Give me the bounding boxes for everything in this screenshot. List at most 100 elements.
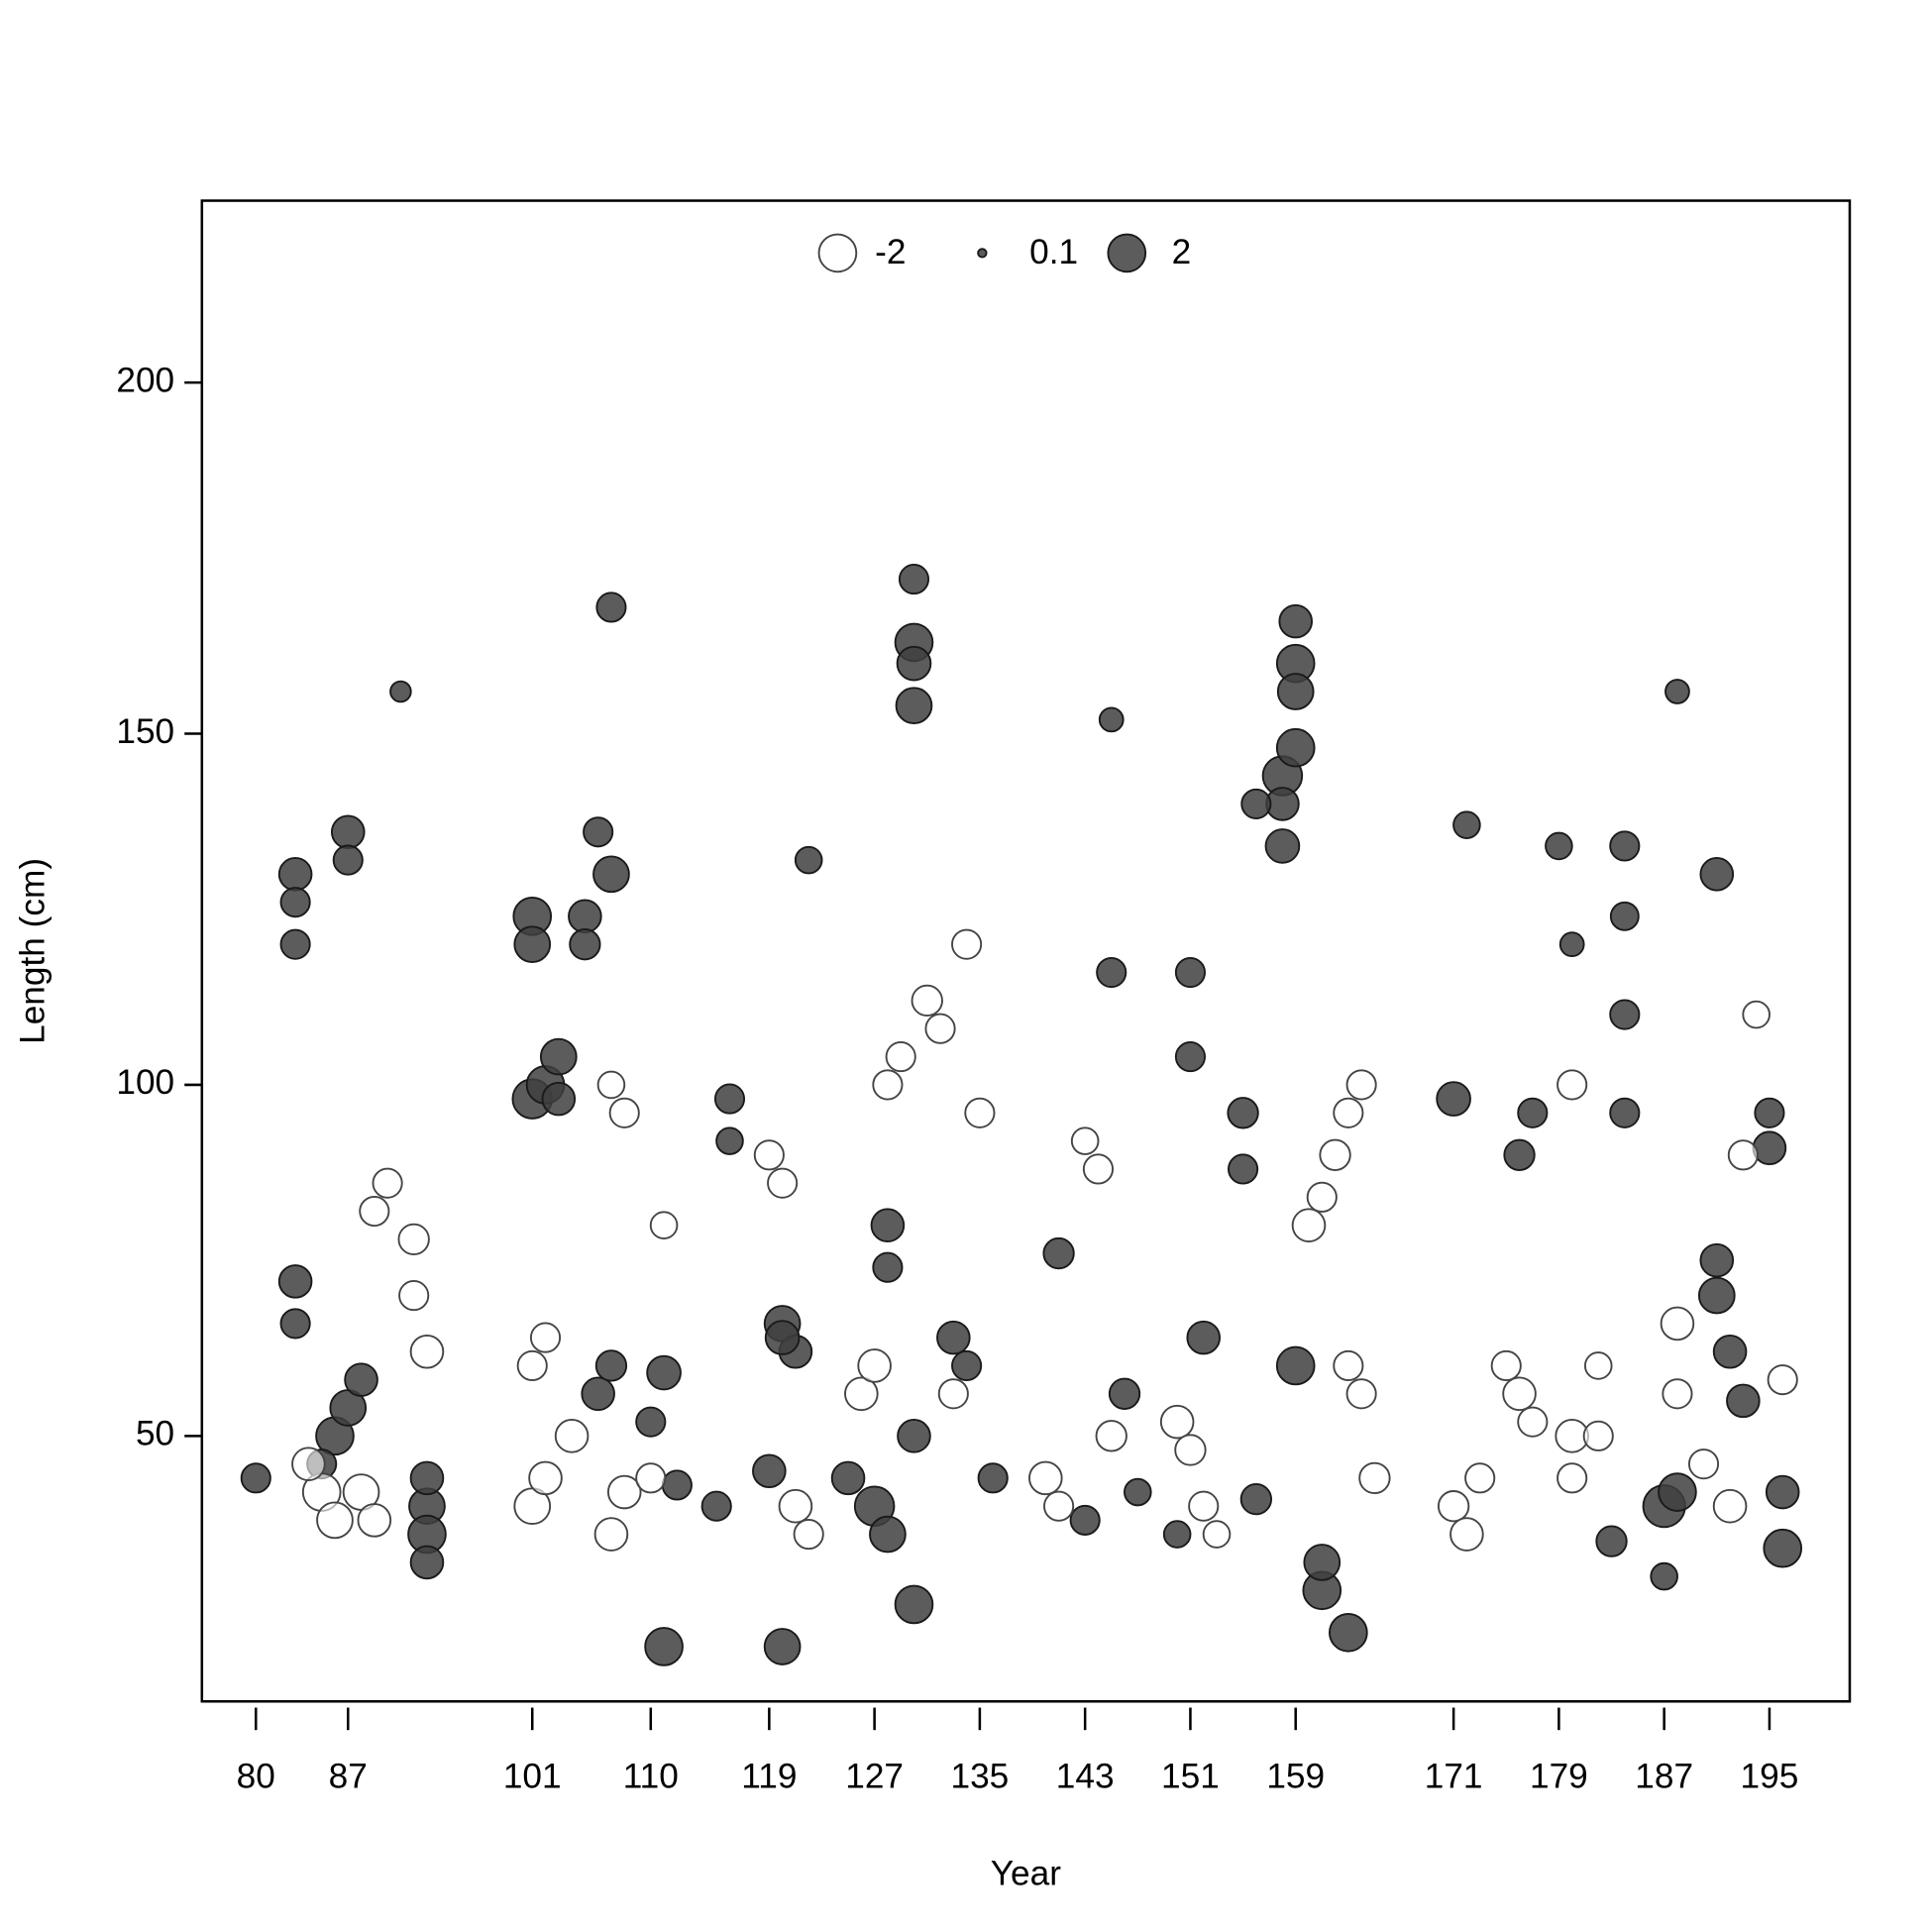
positive-residual [1712,1334,1748,1369]
positive-residual [1664,679,1690,704]
x-tick-label: 80 [237,1758,275,1796]
positive-residual [1227,1097,1259,1129]
negative-residual [316,1501,354,1540]
negative-residual [1345,1069,1377,1101]
positive-residual [1098,706,1125,733]
negative-residual [649,1211,679,1239]
legend-symbol [817,233,858,273]
negative-residual [924,1013,956,1044]
negative-residual [529,1322,562,1353]
negative-residual [635,1462,667,1494]
legend-symbol [977,248,988,259]
positive-residual [1162,1520,1192,1549]
positive-residual [1264,828,1301,864]
positive-residual [277,1264,313,1299]
negative-residual [1556,1069,1588,1101]
negative-residual [1490,1349,1522,1382]
negative-residual [857,1348,892,1383]
positive-residual [936,1320,971,1355]
positive-residual [635,1406,667,1438]
negative-residual [1556,1462,1588,1494]
x-tick-label: 101 [503,1758,562,1796]
positive-residual [646,1354,682,1391]
positive-residual [869,1515,907,1554]
positive-residual [1726,1383,1761,1419]
x-tick-label: 195 [1741,1758,1799,1796]
positive-residual [513,925,552,964]
positive-residual [1303,1544,1342,1581]
y-tick-label: 100 [116,1063,174,1102]
negative-residual [1583,1351,1613,1380]
negative-residual [606,1474,642,1510]
x-tick-label: 179 [1530,1758,1588,1796]
negative-residual [1188,1490,1220,1522]
negative-residual [911,984,943,1018]
negative-residual [359,1195,390,1228]
negative-residual [1437,1490,1470,1523]
positive-residual [279,928,311,960]
positive-residual [830,1460,866,1496]
negative-residual [951,928,983,960]
positive-residual [389,680,412,703]
positive-residual [763,1628,802,1665]
positive-residual [1436,1081,1471,1117]
positive-residual [332,844,364,876]
positive-residual [1765,1474,1800,1510]
negative-residual [872,1069,904,1101]
negative-residual [1502,1376,1537,1412]
negative-residual [1582,1420,1614,1451]
positive-residual [870,1208,906,1242]
positive-residual [1697,1276,1736,1315]
positive-residual [1658,1472,1697,1512]
negative-residual [844,1376,879,1412]
negative-residual [1043,1490,1075,1522]
positive-residual [1609,830,1641,862]
positive-residual [1545,831,1573,861]
positive-residual [894,1584,934,1625]
positive-residual [409,1545,445,1580]
negative-residual [1028,1460,1063,1496]
legend-label: 0.1 [1029,233,1078,271]
negative-residual [593,1517,629,1552]
negative-residual [1333,1349,1364,1382]
positive-residual [279,1308,311,1340]
negative-residual [1449,1517,1484,1552]
positive-residual [895,687,933,725]
positive-residual [752,1453,787,1489]
y-tick-label: 50 [136,1415,174,1453]
positive-residual [240,1462,271,1494]
legend-symbol [1107,233,1147,273]
negative-residual [964,1097,996,1128]
negative-residual [1660,1306,1695,1342]
plot-frame [200,199,1852,1703]
positive-residual [1517,1097,1549,1128]
negative-residual [1358,1461,1391,1495]
positive-residual [1763,1528,1803,1568]
negative-residual [937,1378,969,1410]
negative-residual [1687,1449,1720,1480]
positive-residual [1239,1482,1273,1516]
positive-residual [700,1490,732,1522]
positive-residual [1275,1345,1316,1386]
x-tick-label: 110 [623,1758,679,1796]
negative-residual [1306,1181,1338,1213]
positive-residual [1699,857,1735,892]
positive-residual [594,1349,628,1382]
positive-residual [1329,1612,1368,1653]
x-tick-label: 187 [1635,1758,1693,1796]
negative-residual [1662,1378,1693,1410]
negative-residual [1517,1406,1549,1438]
negative-residual [753,1139,785,1171]
positive-residual [1452,810,1481,839]
negative-residual [1333,1097,1364,1128]
positive-residual [1174,1041,1206,1073]
negative-residual [372,1167,403,1199]
negative-residual [554,1419,590,1453]
positive-residual [898,564,930,595]
positive-residual [1278,603,1313,639]
positive-residual [592,855,630,894]
positive-residual [977,1462,1009,1494]
positive-residual [1069,1504,1101,1536]
negative-residual [1202,1520,1232,1549]
